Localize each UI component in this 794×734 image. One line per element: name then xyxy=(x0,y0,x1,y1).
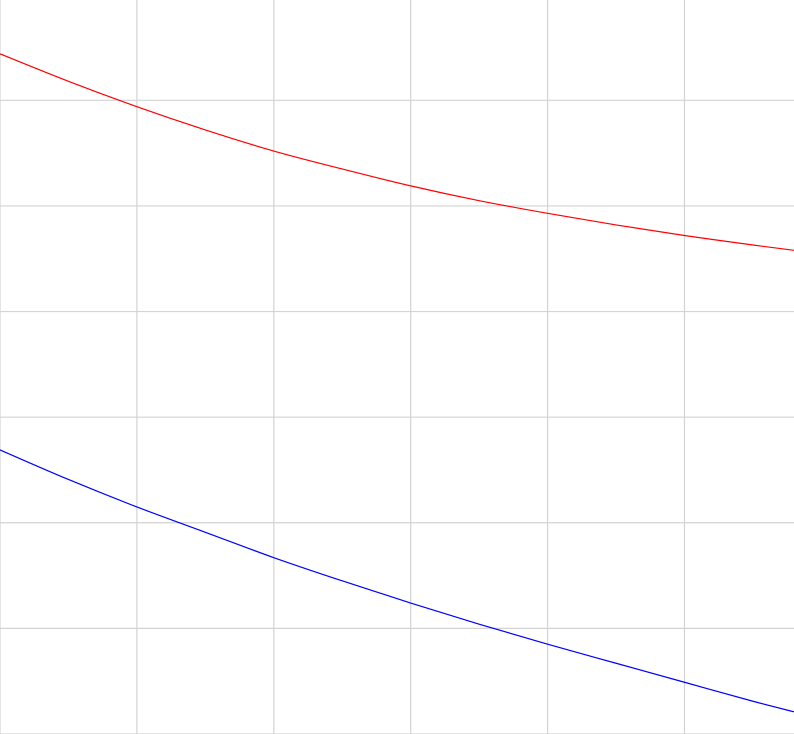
vertical-gridlines xyxy=(0,0,686,734)
series-line-1 xyxy=(0,53,794,251)
series-lines xyxy=(0,53,794,713)
series-line-2 xyxy=(0,449,794,713)
horizontal-gridlines xyxy=(0,99,794,734)
